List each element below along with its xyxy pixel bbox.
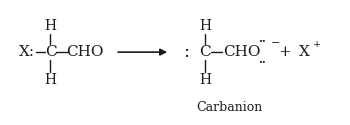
Text: C: C: [45, 45, 56, 59]
Text: CHO: CHO: [223, 45, 260, 59]
Text: X:: X:: [19, 45, 35, 59]
Text: H: H: [199, 73, 211, 87]
Text: CHO: CHO: [66, 45, 104, 59]
Text: X: X: [299, 45, 310, 59]
Text: +: +: [313, 40, 321, 49]
Text: ··: ··: [258, 58, 266, 68]
Text: +: +: [278, 45, 291, 59]
Text: −: −: [271, 38, 280, 48]
Text: H: H: [44, 19, 56, 33]
Text: C: C: [199, 45, 211, 59]
Text: :: :: [183, 43, 189, 61]
Text: H: H: [199, 19, 211, 33]
Text: Carbanion: Carbanion: [197, 101, 263, 114]
Text: ··: ··: [258, 36, 266, 47]
Text: H: H: [44, 73, 56, 87]
